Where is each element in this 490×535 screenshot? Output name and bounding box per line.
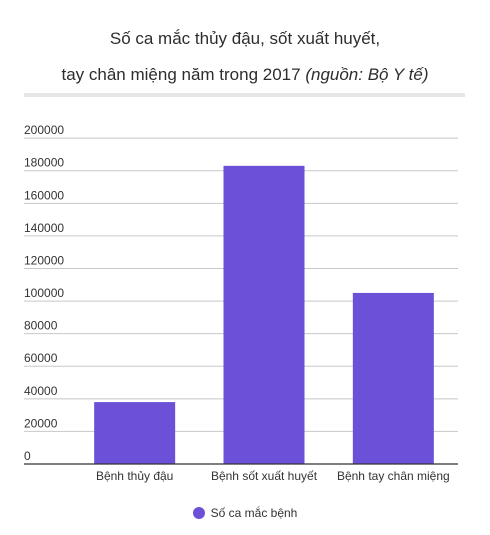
y-tick-label: 180000 [24,156,64,170]
bar [94,402,176,464]
y-tick-label: 80000 [24,319,58,333]
y-tick-label: 0 [24,449,31,463]
y-tick-label: 20000 [24,416,58,430]
y-tick-label: 140000 [24,221,64,235]
chart-title-line2: tay chân miệng năm trong 2017 (nguồn: Bộ… [0,66,490,83]
legend-label: Số ca mắc bệnh [210,506,298,520]
x-tick-label: Bệnh sốt xuất huyết [211,469,318,483]
chart-source: (nguồn: Bộ Y tế) [305,65,429,84]
y-tick-label: 160000 [24,188,64,202]
y-tick-label: 40000 [24,384,58,398]
legend: Số ca mắc bệnh [0,506,490,520]
x-tick-label: Bệnh tay chân miệng [337,469,450,483]
y-tick-label: 120000 [24,253,64,267]
x-tick-label: Bệnh thủy đậu [96,469,173,483]
y-tick-label: 100000 [24,286,64,300]
bar [352,292,434,464]
y-tick-label: 60000 [24,351,58,365]
title-divider [24,93,465,97]
chart-title-main: tay chân miệng năm trong 2017 [61,65,301,84]
y-tick-label: 200000 [24,123,64,137]
bar [223,165,305,464]
legend-swatch [192,507,205,519]
chart-title-line1: Số ca mắc thủy đậu, sốt xuất huyết, [109,29,381,48]
